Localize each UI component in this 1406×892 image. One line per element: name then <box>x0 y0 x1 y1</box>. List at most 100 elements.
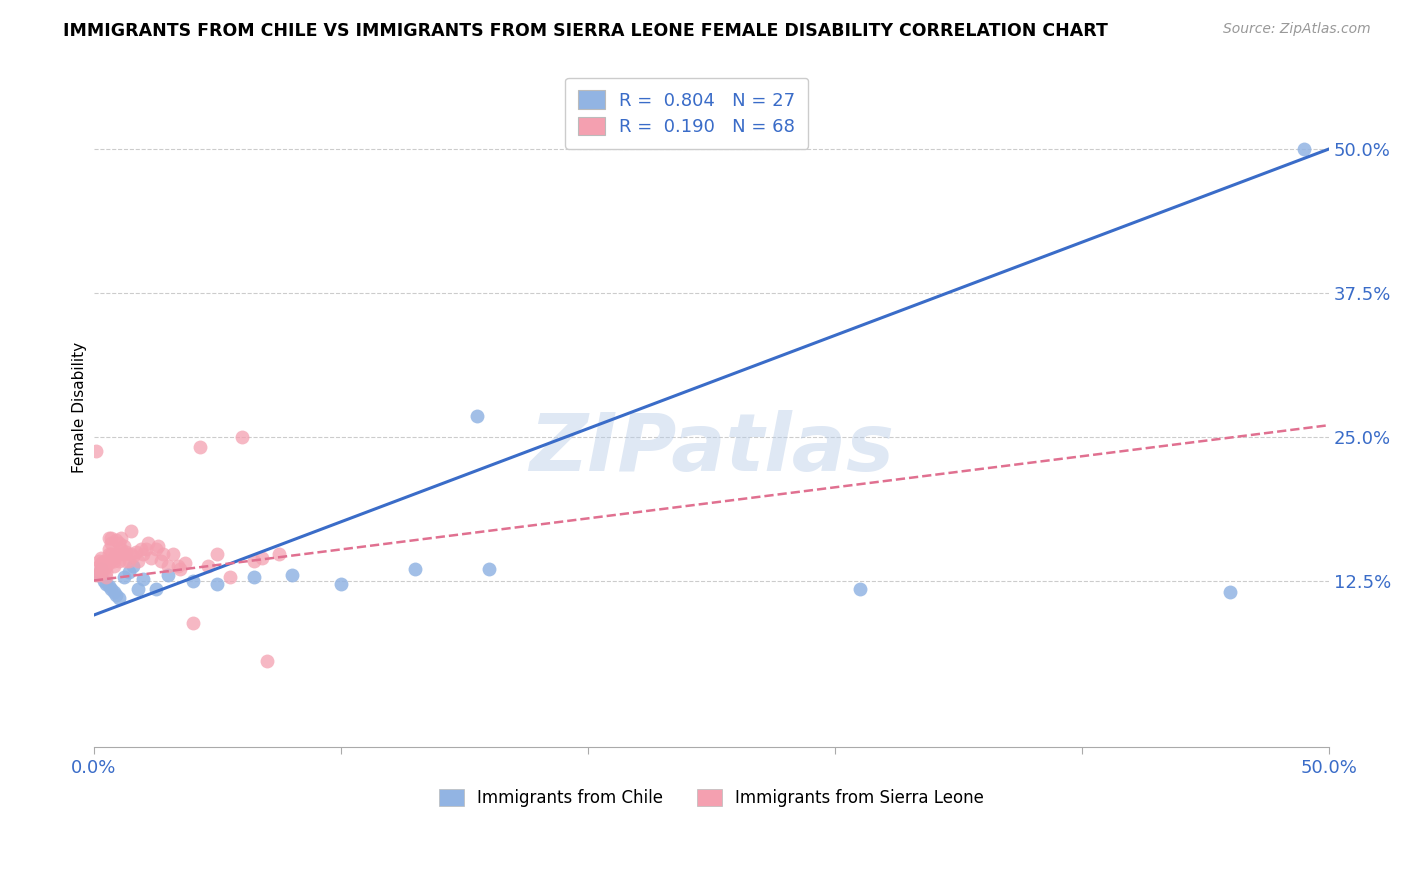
Point <box>112 570 135 584</box>
Point <box>231 430 253 444</box>
Point <box>87 554 110 568</box>
Point <box>90 556 112 570</box>
Point <box>93 558 115 573</box>
Point <box>135 542 157 557</box>
Point <box>181 574 204 588</box>
Point <box>132 573 155 587</box>
Point <box>97 531 120 545</box>
Y-axis label: Female Disability: Female Disability <box>72 343 87 474</box>
Point <box>115 554 138 568</box>
Point <box>117 554 139 568</box>
Point <box>243 554 266 568</box>
Point <box>169 562 191 576</box>
Point <box>96 558 118 573</box>
Point <box>122 558 145 573</box>
Point <box>86 443 108 458</box>
Point <box>87 567 110 582</box>
Point <box>97 542 120 557</box>
Point <box>157 567 180 582</box>
Point <box>93 562 115 576</box>
Point <box>105 533 128 548</box>
Point <box>250 550 273 565</box>
Point <box>97 556 120 570</box>
Text: Source: ZipAtlas.com: Source: ZipAtlas.com <box>1223 22 1371 37</box>
Point <box>110 542 132 557</box>
Point <box>269 547 291 561</box>
Point <box>218 570 240 584</box>
Point <box>149 554 172 568</box>
Point <box>107 535 129 549</box>
Point <box>107 591 129 605</box>
Point <box>127 554 149 568</box>
Point <box>243 570 266 584</box>
Point <box>145 582 167 596</box>
Point <box>87 567 110 582</box>
Point <box>139 550 162 565</box>
Point <box>103 550 125 565</box>
Point <box>107 547 129 561</box>
Point <box>120 547 142 561</box>
Point <box>478 562 501 576</box>
Point <box>115 545 138 559</box>
Point <box>125 545 148 559</box>
Point <box>127 582 149 596</box>
Point <box>96 577 118 591</box>
Point <box>157 558 180 573</box>
Point <box>90 562 112 576</box>
Point <box>93 574 115 588</box>
Point <box>197 558 219 573</box>
Point <box>129 542 152 557</box>
Point <box>207 577 229 591</box>
Point <box>256 654 278 668</box>
Point <box>145 542 167 557</box>
Point <box>162 547 184 561</box>
Point <box>90 566 112 580</box>
Point <box>103 558 125 573</box>
Point <box>136 535 159 549</box>
Point <box>110 531 132 545</box>
Point <box>465 409 488 423</box>
Point <box>97 579 120 593</box>
Text: IMMIGRANTS FROM CHILE VS IMMIGRANTS FROM SIERRA LEONE FEMALE DISABILITY CORRELAT: IMMIGRANTS FROM CHILE VS IMMIGRANTS FROM… <box>63 22 1108 40</box>
Point <box>848 582 870 596</box>
Point <box>90 562 112 576</box>
Point <box>174 556 197 570</box>
Point <box>152 547 174 561</box>
Point <box>120 524 142 538</box>
Text: ZIPatlas: ZIPatlas <box>529 409 894 488</box>
Point <box>96 556 118 570</box>
Point <box>105 547 128 561</box>
Point <box>103 554 125 568</box>
Point <box>132 547 155 561</box>
Point <box>93 556 115 570</box>
Point <box>188 440 211 454</box>
Point <box>87 558 110 573</box>
Point <box>97 547 120 561</box>
Point <box>404 562 426 576</box>
Point <box>146 539 169 553</box>
Point <box>103 585 125 599</box>
Point <box>93 554 115 568</box>
Point <box>90 550 112 565</box>
Point <box>1219 585 1241 599</box>
Point <box>100 582 122 596</box>
Point <box>96 566 118 580</box>
Point <box>1294 142 1316 156</box>
Point <box>100 535 122 549</box>
Point <box>86 567 108 582</box>
Point <box>117 566 139 580</box>
Point <box>207 547 229 561</box>
Point <box>329 577 352 591</box>
Point <box>107 554 129 568</box>
Point <box>96 570 118 584</box>
Legend: Immigrants from Chile, Immigrants from Sierra Leone: Immigrants from Chile, Immigrants from S… <box>432 782 990 814</box>
Point <box>105 589 128 603</box>
Point <box>112 539 135 553</box>
Point <box>100 547 122 561</box>
Point <box>181 616 204 631</box>
Point <box>167 558 190 573</box>
Point <box>100 531 122 545</box>
Point <box>122 549 145 564</box>
Point <box>280 567 302 582</box>
Point <box>112 547 135 561</box>
